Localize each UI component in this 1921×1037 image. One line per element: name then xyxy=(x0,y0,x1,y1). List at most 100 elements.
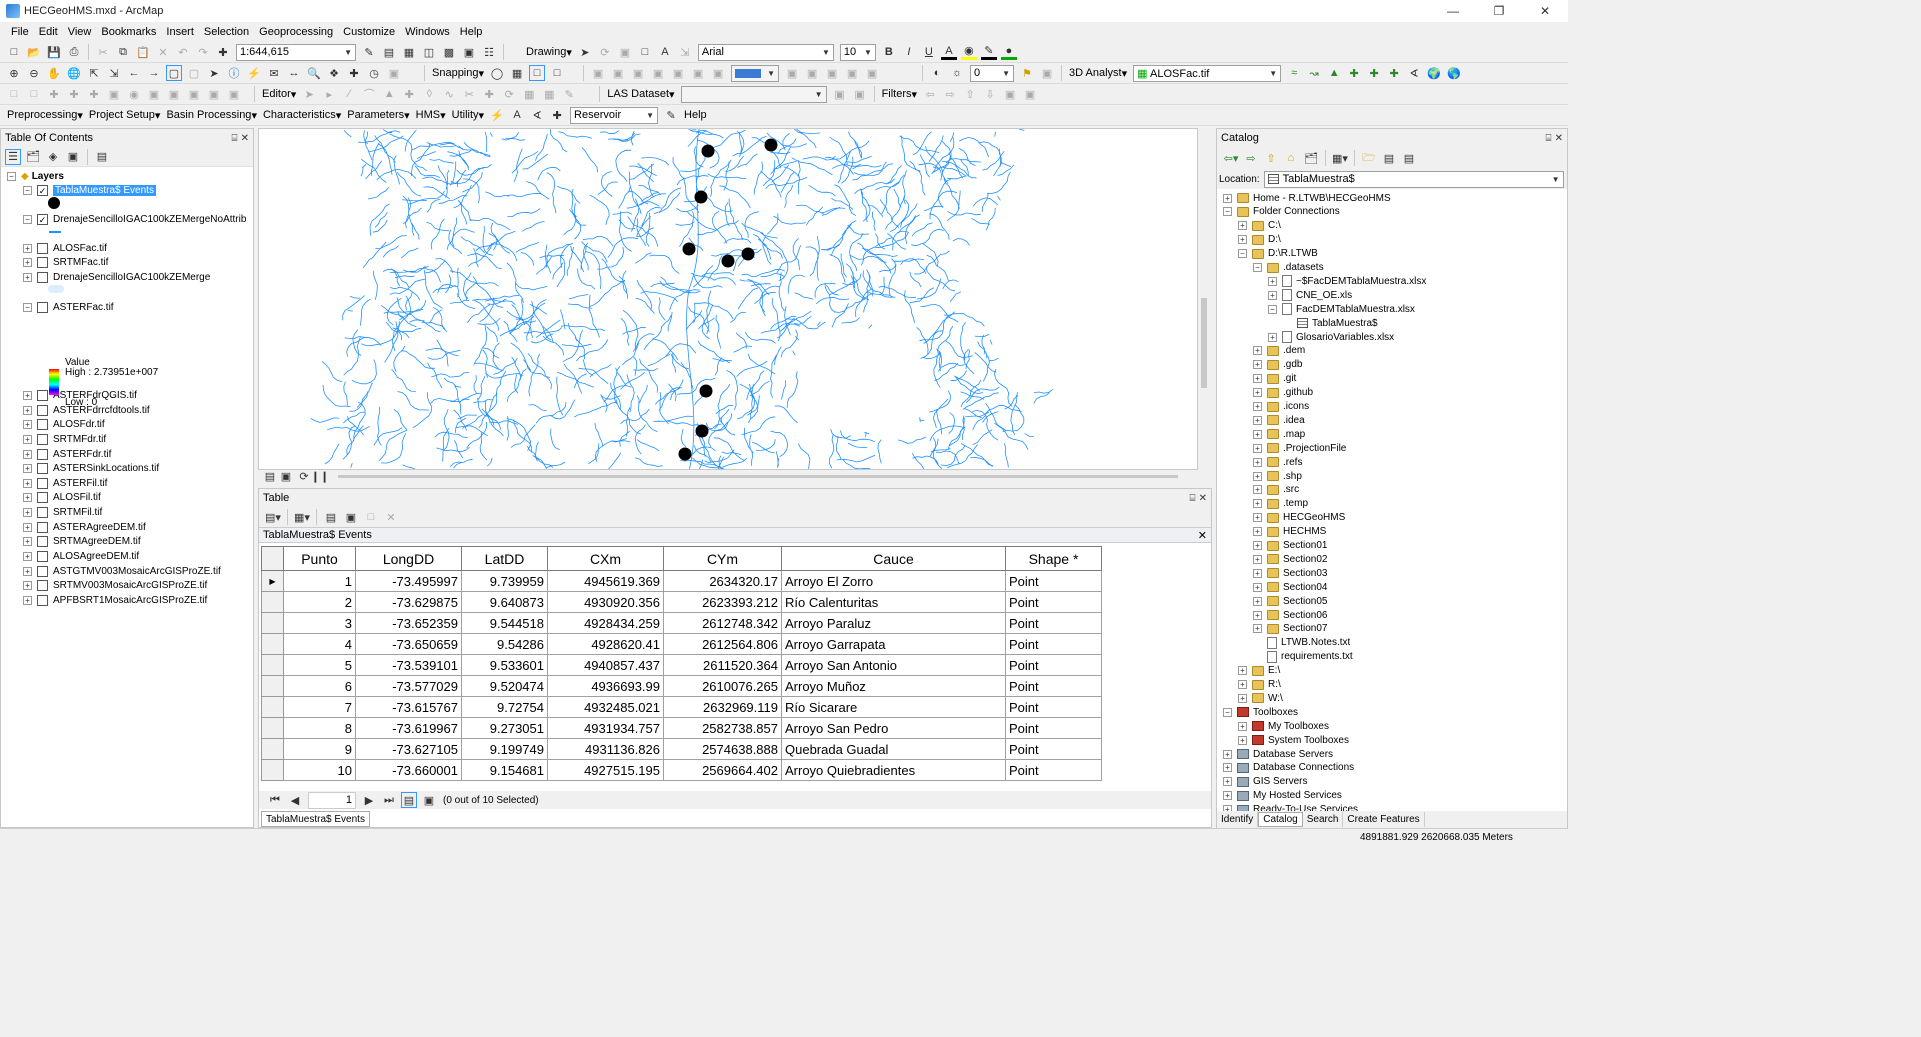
menu-insert[interactable]: Insert xyxy=(166,26,194,38)
table-cell[interactable]: 9.154681 xyxy=(461,759,548,781)
last-record-icon[interactable]: ⏭ xyxy=(384,793,394,806)
layer-name[interactable]: ASTERFil.tif xyxy=(53,477,108,489)
views-icon[interactable]: ▦▾ xyxy=(1332,152,1348,165)
catalog-node-label[interactable]: R:\ xyxy=(1268,679,1281,690)
table-cell[interactable]: 2569664.402 xyxy=(663,759,782,781)
toc-layer[interactable]: + ASTGTMV003MosaicArcGISProZE.tif xyxy=(23,564,221,578)
event-point[interactable] xyxy=(721,254,735,268)
analyst-layer-combo[interactable]: ▦ ALOSFac.tif ▼ xyxy=(1133,64,1282,82)
catalog-node-label[interactable]: Home - R.LTWB\HECGeoHMS xyxy=(1253,192,1391,204)
table-cell[interactable]: Point xyxy=(1005,675,1102,697)
point-snap-icon[interactable]: ◯ xyxy=(490,67,504,80)
table-cell[interactable]: Point xyxy=(1005,654,1102,676)
toc-layer[interactable]: + ASTERFdrQGIS.tif xyxy=(23,388,137,402)
map-vertical-scrollbar[interactable] xyxy=(1198,128,1212,470)
table-cell[interactable]: 9.533601 xyxy=(461,654,548,676)
catalog-node-label[interactable]: LTWB.Notes.txt xyxy=(1281,637,1351,649)
italic-button[interactable]: I xyxy=(907,46,911,58)
toc-layer[interactable]: + ALOSFdr.tif xyxy=(23,417,105,431)
table-cell[interactable]: 2582738.857 xyxy=(663,717,782,739)
toc-layer[interactable]: + DrenajeSencilloIGAC100kZEMerge xyxy=(23,270,210,284)
tree-toggle[interactable]: − xyxy=(1253,263,1262,272)
catalog-node-label[interactable]: Database Servers xyxy=(1253,748,1334,760)
layer-visibility-checkbox[interactable] xyxy=(37,535,48,547)
refresh-icon[interactable]: ⟳ xyxy=(299,470,309,483)
edit-annotation-icon[interactable]: ▸ xyxy=(326,88,333,101)
table-cell[interactable]: 9.54286 xyxy=(461,633,548,655)
catalog-node[interactable]: + My Hosted Services xyxy=(1223,789,1342,803)
row-header[interactable] xyxy=(261,633,284,655)
marker-color-icon[interactable]: ● xyxy=(1000,44,1017,60)
catalog-node[interactable]: + Section05 xyxy=(1253,594,1327,608)
tree-toggle[interactable]: + xyxy=(1238,735,1247,745)
tree-toggle[interactable]: + xyxy=(1238,221,1247,231)
layer-visibility-checkbox[interactable] xyxy=(37,565,48,577)
full-extent-icon[interactable]: 🌐 xyxy=(67,67,81,80)
hms-pencil-icon[interactable]: ✎ xyxy=(666,109,676,122)
tree-toggle[interactable]: + xyxy=(1253,485,1262,495)
event-point[interactable] xyxy=(678,447,692,461)
catalog-node-label[interactable]: My Hosted Services xyxy=(1253,790,1342,802)
menu-customize[interactable]: Customize xyxy=(343,26,396,38)
save-icon[interactable]: 💾 xyxy=(47,46,61,59)
table-cell[interactable]: 4927515.195 xyxy=(547,759,664,781)
cut-polygons-icon[interactable]: ✂ xyxy=(464,88,474,101)
create-features-icon[interactable]: ✎ xyxy=(564,88,574,101)
catalog-node[interactable]: + .map xyxy=(1253,427,1305,441)
table-cell[interactable]: 2574638.888 xyxy=(663,738,782,760)
tree-toggle[interactable]: + xyxy=(1253,457,1262,467)
tree-toggle[interactable]: + xyxy=(1223,749,1232,759)
catalog-node-label[interactable]: Section07 xyxy=(1283,623,1328,635)
catalog-node-label[interactable]: .refs xyxy=(1283,456,1303,468)
rotate-edit-icon[interactable]: ⟳ xyxy=(504,88,514,101)
select-elements-icon[interactable]: ➤ xyxy=(580,46,590,59)
layer-name[interactable]: SRTMFil.tif xyxy=(53,506,103,518)
hyperlink-icon[interactable]: ⚡ xyxy=(247,67,261,80)
table-cell[interactable]: 4930920.356 xyxy=(547,591,664,613)
copy-icon[interactable]: ⧉ xyxy=(119,45,127,58)
table-cell[interactable]: 4932485.021 xyxy=(547,696,664,718)
restore-button[interactable]: ❐ xyxy=(1493,4,1505,18)
las-right-icon[interactable]: ⇨ xyxy=(945,88,955,101)
layer-name[interactable]: ALOSFac.tif xyxy=(53,242,107,254)
event-point[interactable] xyxy=(682,242,696,256)
table-cell[interactable]: -73.619967 xyxy=(355,717,462,739)
identify-icon[interactable]: ⓘ xyxy=(228,68,240,80)
row-header[interactable] xyxy=(261,591,284,613)
table-cell[interactable]: -73.629875 xyxy=(355,591,462,613)
table-cell[interactable]: 10 xyxy=(283,759,356,781)
catalog-node[interactable]: + R:\ xyxy=(1238,678,1281,692)
table-cell[interactable]: 4936693.99 xyxy=(547,675,664,697)
data-view-icon[interactable]: ▤ xyxy=(264,470,276,483)
catalog-node[interactable]: + W:\ xyxy=(1238,691,1283,705)
table-cell[interactable]: 5 xyxy=(283,654,356,676)
arcglobe-icon[interactable]: 🌎 xyxy=(1447,67,1461,80)
tab-search[interactable]: Search xyxy=(1303,812,1344,827)
layer-visibility-checkbox[interactable] xyxy=(37,506,48,518)
table-cell[interactable]: 4940857.437 xyxy=(547,654,664,676)
find-icon[interactable]: 🔍 xyxy=(307,67,321,80)
layout-view-icon[interactable]: ▣ xyxy=(280,470,292,483)
table-cell[interactable]: -73.660001 xyxy=(355,759,462,781)
georef-icon-12[interactable]: ▣ xyxy=(866,67,878,80)
table-cell[interactable]: Arroyo Quiebradientes xyxy=(781,759,1006,781)
catalog-node[interactable]: + Section03 xyxy=(1253,566,1327,580)
catalog-node-label[interactable]: GIS Servers xyxy=(1253,776,1308,788)
menu-help[interactable]: Help xyxy=(459,26,483,38)
edge-snap-icon[interactable]: □ xyxy=(553,67,561,79)
search-window-icon[interactable]: ◫ xyxy=(423,46,435,59)
catalog-node-label[interactable]: TablaMuestra$ xyxy=(1312,317,1378,329)
catalog-node[interactable]: + HECHMS xyxy=(1253,525,1326,539)
show-all-records-icon[interactable]: ▤ xyxy=(401,792,417,808)
layer-name[interactable]: ALOSFil.tif xyxy=(53,491,101,503)
table-cell[interactable]: Point xyxy=(1005,717,1102,739)
select-features-icon[interactable]: ▢ xyxy=(166,65,182,81)
python-icon[interactable]: ▣ xyxy=(463,46,475,59)
toc-window-icon[interactable]: ▤ xyxy=(383,46,395,59)
hms-menu-preprocessing[interactable]: Preprocessing ▾ xyxy=(7,109,83,122)
font-color-icon[interactable]: A xyxy=(940,44,957,60)
layer-name[interactable]: ALOSAgreeDEM.tif xyxy=(53,550,140,562)
menu-geoprocessing[interactable]: Geoprocessing xyxy=(259,26,334,38)
expand-toggle[interactable]: + xyxy=(23,522,32,532)
table-cell[interactable]: Río Sicarare xyxy=(781,696,1006,718)
